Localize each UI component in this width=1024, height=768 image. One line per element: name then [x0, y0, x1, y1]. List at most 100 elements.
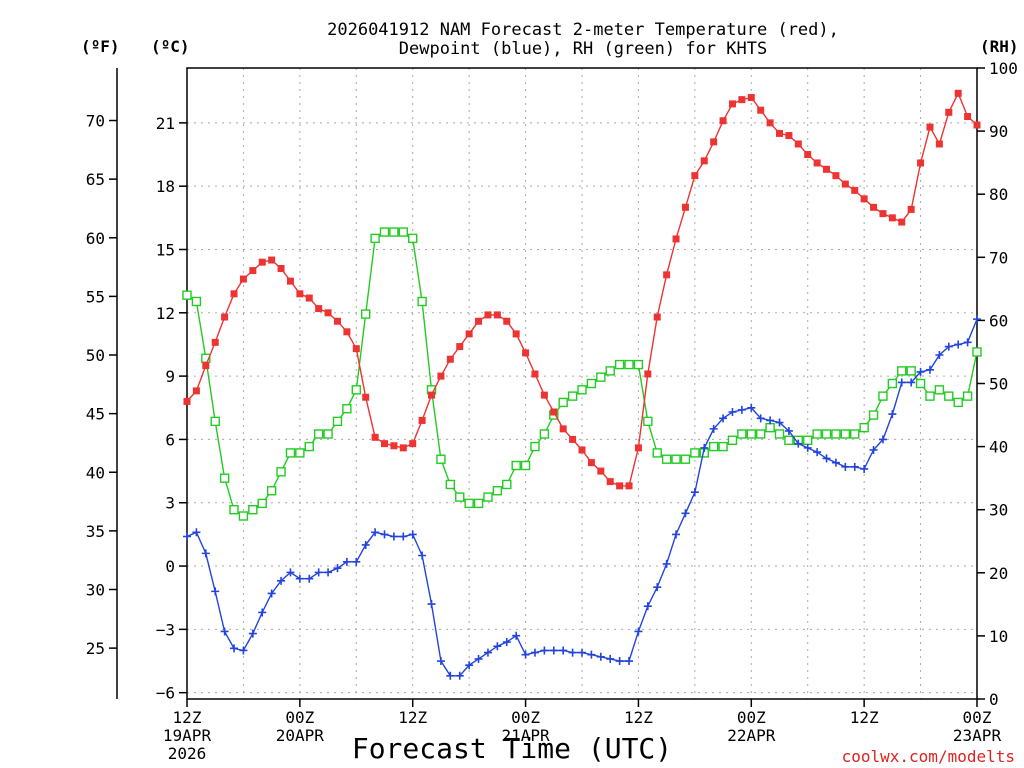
- temperature-point: [973, 121, 981, 129]
- rh-point: [633, 359, 644, 370]
- temperature-point: [371, 433, 379, 441]
- rh-point: [596, 372, 606, 382]
- celsius-tick-label: 18: [156, 177, 175, 196]
- temperature-point: [634, 444, 642, 452]
- temperature-point: [841, 180, 849, 188]
- fahrenheit-tick-label: 45: [86, 405, 105, 424]
- credit-link[interactable]: coolwx.com/modelts: [842, 747, 1015, 766]
- x-tick-label-time: 12Z: [173, 708, 202, 727]
- temperature-point: [898, 218, 906, 226]
- x-tick-label-time: 00Z: [511, 708, 540, 727]
- celsius-tick-label: 12: [156, 304, 175, 323]
- temperature-point: [333, 317, 341, 325]
- dewpoint-point: [803, 443, 812, 452]
- dewpoint-point: [737, 405, 746, 414]
- temperature-point: [785, 132, 793, 140]
- temperature-point: [268, 256, 276, 264]
- x-axis-title: Forecast Time (UTC): [352, 732, 672, 765]
- rh-tick-label: 0: [989, 690, 999, 709]
- dewpoint-point: [192, 528, 201, 537]
- temperature-point: [484, 311, 492, 319]
- dewpoint-point: [756, 414, 765, 423]
- rh-point: [925, 391, 935, 401]
- temperature-point: [644, 370, 652, 378]
- rh-point: [530, 441, 540, 452]
- dewpoint-point: [277, 576, 286, 585]
- rh-point: [906, 366, 916, 376]
- dewpoint-point: [568, 648, 577, 657]
- rh-point: [191, 296, 202, 307]
- temperature-point: [832, 172, 840, 180]
- rh-point: [690, 448, 700, 458]
- dewpoint-point: [944, 342, 953, 351]
- rh-point: [483, 492, 493, 502]
- rh-point: [755, 429, 766, 439]
- temperature-point: [747, 94, 755, 102]
- temperature-point: [691, 172, 699, 180]
- temperature-point: [286, 277, 294, 285]
- fahrenheit-tick-label: 35: [86, 522, 105, 541]
- dewpoint-point: [634, 627, 643, 636]
- chart-title-line-2: Dewpoint (blue), RH (green) for KHTS: [399, 39, 767, 59]
- dewpoint-point: [483, 648, 492, 657]
- dewpoint-point: [850, 462, 859, 471]
- temperature-point: [559, 425, 567, 433]
- temperature-point: [757, 106, 765, 114]
- dewpoint-point: [916, 367, 925, 376]
- temperature-point: [352, 345, 360, 353]
- x-tick-label-date: 20APR: [276, 726, 325, 745]
- fahrenheit-tick-label: 55: [86, 287, 105, 306]
- rh-point: [972, 347, 982, 357]
- x-tick-label-time: 12Z: [398, 708, 427, 727]
- rh-point: [784, 435, 794, 445]
- dewpoint-point: [897, 378, 906, 387]
- temperature-point: [456, 343, 464, 351]
- temperature-point: [465, 330, 473, 338]
- rh-tick-label: 80: [989, 185, 1008, 204]
- temperature-point: [437, 372, 445, 380]
- dewpoint-point: [794, 439, 803, 448]
- temperature-point: [512, 330, 520, 338]
- rh-point: [502, 479, 512, 490]
- rh-point: [878, 391, 888, 401]
- dewpoint-point: [314, 568, 323, 577]
- fahrenheit-tick-label: 40: [86, 463, 105, 482]
- temperature-point: [606, 478, 614, 486]
- temperature-point: [663, 271, 671, 279]
- temperature-point: [879, 210, 887, 218]
- x-tick-label-date: 23APR: [953, 726, 1002, 745]
- celsius-tick-label: 0: [165, 557, 175, 576]
- rh-point: [671, 454, 681, 464]
- rh-point: [257, 498, 267, 509]
- rh-point: [539, 429, 550, 439]
- dewpoint-point: [408, 530, 417, 539]
- dewpoint-point: [295, 574, 304, 583]
- dewpoint-point: [963, 338, 972, 347]
- dewpoint-point: [211, 587, 220, 596]
- temperature-point: [804, 151, 812, 159]
- x-tick-label-date: 21APR: [501, 726, 550, 745]
- temperature-point: [954, 89, 962, 97]
- rh-unit-label: (RH): [980, 37, 1019, 56]
- rh-point: [473, 498, 484, 509]
- dewpoint-point: [389, 532, 398, 541]
- x-tick-label-time: 00Z: [963, 708, 992, 727]
- dewpoint-point: [380, 530, 389, 539]
- rh-point: [370, 233, 380, 244]
- x-tick-label-time: 00Z: [285, 708, 314, 727]
- rh-point: [962, 391, 973, 401]
- rh-tick-label: 100: [989, 59, 1018, 78]
- rh-point: [389, 227, 399, 237]
- dewpoint-point: [775, 418, 784, 427]
- dewpoint-point: [220, 627, 229, 636]
- rh-point: [868, 410, 879, 420]
- temperature-point: [569, 435, 577, 443]
- dewpoint-point: [578, 648, 586, 657]
- dewpoint-point: [540, 646, 549, 655]
- rh-point: [285, 448, 296, 458]
- temperature-point: [362, 393, 370, 401]
- rh-point: [492, 486, 503, 496]
- rh-point: [643, 416, 653, 427]
- series-layer: [182, 89, 982, 680]
- dewpoint-point: [455, 671, 464, 680]
